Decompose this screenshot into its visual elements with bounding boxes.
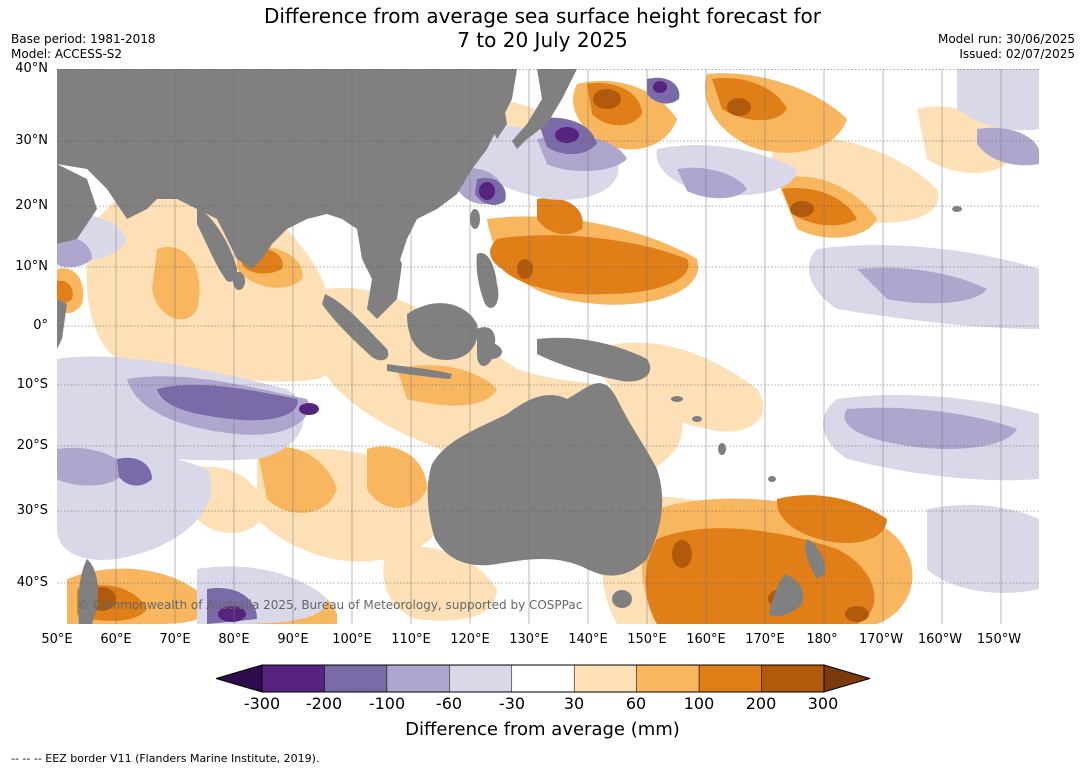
lon-label-110e: 110°E (391, 632, 431, 647)
lat-label-20n: 20°N (15, 198, 48, 213)
lat-label-40s: 40°S (16, 575, 48, 590)
lat-label-20s: 20°S (16, 438, 48, 453)
lon-label-120e: 120°E (450, 632, 490, 647)
colorbar-swatch (636, 664, 700, 693)
lon-label-90e: 90°E (277, 632, 309, 647)
colorbar-swatch (324, 664, 388, 693)
colorbar-swatch (698, 664, 762, 693)
colorbar-swatch (386, 664, 450, 693)
colorbar-swatch (261, 664, 325, 693)
lon-label-60e: 60°E (100, 632, 132, 647)
lon-label-130e: 130°E (509, 632, 549, 647)
lon-label-150w: 150°W (976, 632, 1022, 647)
lon-label-50e: 50°E (41, 632, 73, 647)
colorbar (216, 664, 870, 693)
base-period: Base period: 1981-2018 (11, 32, 156, 46)
lon-label-150e: 150°E (627, 632, 667, 647)
colorbar-swatch (573, 664, 637, 693)
meta-left: Base period: 1981-2018 Model: ACCESS-S2 (11, 32, 156, 62)
lat-label-10n: 10°N (15, 259, 48, 274)
lat-label-30n: 30°N (15, 133, 48, 148)
colorbar-border (261, 664, 825, 693)
lon-label-80e: 80°E (218, 632, 250, 647)
map-title: Difference from average sea surface heig… (0, 4, 1085, 52)
colorbar-extend-high (823, 664, 870, 693)
colorbar-tick-30: 30 (563, 694, 585, 713)
lon-label-70e: 70°E (159, 632, 191, 647)
colorbar-tick-300: 300 (807, 694, 839, 713)
colorbar-tick-100: 100 (683, 694, 715, 713)
anomaly-deep-purple (218, 81, 667, 622)
eez-footnote: -- -- -- EEZ border V11 (Flanders Marine… (11, 752, 320, 765)
colorbar-swatch (761, 664, 825, 693)
lat-label-0: 0° (33, 318, 48, 333)
lon-label-160w: 160°W (917, 632, 963, 647)
lat-label-30s: 30°S (16, 503, 48, 518)
sea-level-map (57, 69, 1039, 624)
colorbar-tick-minus-300: -300 (243, 694, 281, 713)
lat-label-10s: 10°S (16, 377, 48, 392)
lat-label-40n: 40°N (15, 61, 48, 76)
title-line-2: 7 to 20 July 2025 (457, 28, 628, 52)
lon-label-170e: 170°E (745, 632, 785, 647)
colorbar-tick-minus-100: -100 (368, 694, 406, 713)
lon-label-160e: 160°E (686, 632, 726, 647)
lon-label-170w: 170°W (858, 632, 904, 647)
lon-label-140e: 140°E (568, 632, 608, 647)
colorbar-tick-200: 200 (745, 694, 777, 713)
colorbar-tick-minus-60: -60 (435, 694, 463, 713)
colorbar-swatch (511, 664, 575, 693)
lon-label-100e: 100°E (332, 632, 372, 647)
meta-right: Model run: 30/06/2025 Issued: 02/07/2025 (938, 32, 1075, 62)
colorbar-tick-minus-200: -200 (305, 694, 343, 713)
lon-label-180: 180° (806, 632, 838, 647)
model-run: Model run: 30/06/2025 (937, 32, 1075, 46)
title-line-1: Difference from average sea surface heig… (263, 4, 822, 28)
model-name: Model: ACCESS-S2 (11, 47, 123, 61)
colorbar-extend-low (216, 664, 263, 693)
copyright-notice: © Commonwealth of Australia 2025, Bureau… (77, 598, 583, 612)
issued-date: Issued: 02/07/2025 (959, 47, 1075, 61)
colorbar-tick-60: 60 (625, 694, 647, 713)
land-masses (57, 69, 962, 624)
map-meridians (115, 69, 1002, 624)
colorbar-swatches (216, 664, 870, 693)
colorbar-tick-minus-30: -30 (498, 694, 526, 713)
map-gridlines (57, 69, 1039, 584)
colorbar-title: Difference from average (mm) (405, 719, 680, 740)
colorbar-swatch (449, 664, 513, 693)
